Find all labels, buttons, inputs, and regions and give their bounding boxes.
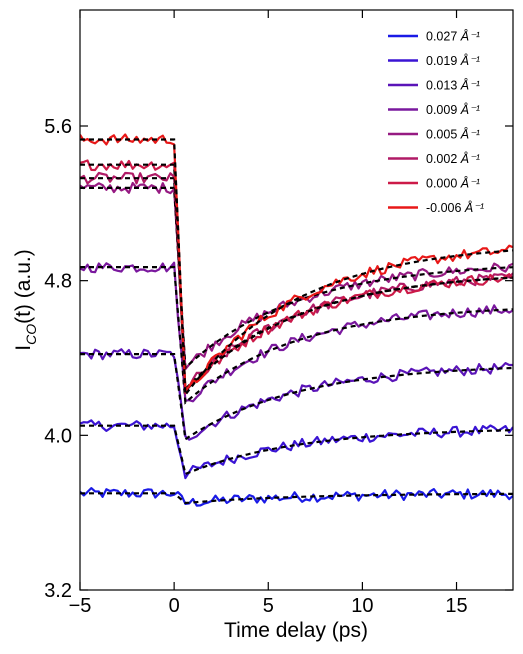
legend-label: 0.000 Å⁻¹ [426, 176, 480, 191]
series-0.005 [80, 181, 513, 371]
fit-line [80, 163, 513, 394]
x-tick-label: 0 [169, 595, 180, 617]
legend-label: 0.013 Å⁻¹ [426, 78, 480, 93]
x-tick-label: −5 [69, 595, 92, 617]
x-tick-label: 10 [351, 595, 373, 617]
series-line [80, 487, 513, 507]
legend-label: 0.005 Å⁻¹ [426, 127, 480, 142]
fit-line [80, 186, 513, 371]
series-0.019 [80, 419, 513, 480]
y-tick-label: 4.8 [44, 271, 72, 293]
legend-label: 0.009 Å⁻¹ [426, 102, 480, 117]
series-line [80, 181, 513, 371]
fit-line [80, 353, 513, 442]
y-axis-label: ICO(t) (a.u.) [12, 249, 39, 351]
series-line [80, 261, 513, 403]
fit-line [80, 424, 513, 476]
y-tick-label: 4.0 [44, 425, 72, 447]
series--0.006 [80, 133, 513, 398]
legend: 0.027 Å⁻¹ 0.019 Å⁻¹ 0.013 Å⁻¹ 0.009 Å⁻¹ 0.00… [388, 29, 484, 215]
series-0.009 [80, 261, 513, 405]
legend-label: 0.019 Å⁻¹ [426, 53, 480, 68]
series-line [80, 419, 513, 480]
y-tick-label: 5.6 [44, 116, 72, 138]
y-axis-label-sub: CO [23, 324, 39, 345]
plot-frame [79, 9, 514, 591]
legend-label: 0.002 Å⁻¹ [426, 151, 480, 166]
series-layer [80, 133, 513, 507]
legend-label: 0.027 Å⁻¹ [426, 29, 480, 44]
y-tick-label: 3.2 [44, 580, 72, 602]
fit-line [80, 266, 513, 405]
x-axis-label: Time delay (ps) [224, 619, 368, 642]
x-tick-label: 15 [445, 595, 467, 617]
series-0.000 [80, 159, 513, 395]
fit-line [80, 138, 513, 398]
y-axis-label-tail: (t) (a.u.) [12, 249, 35, 324]
series-0.013 [80, 348, 513, 442]
y-axis-label-main: I [12, 345, 35, 351]
ticks-layer: −5 0 5 10 15 3.2 4.0 4.8 5.6 [44, 10, 513, 617]
fit-line [80, 492, 513, 505]
series-0.027 [80, 487, 513, 507]
series-line [80, 348, 513, 441]
legend-label: -0.006 Å⁻¹ [426, 200, 484, 215]
x-tick-label: 5 [263, 595, 274, 617]
